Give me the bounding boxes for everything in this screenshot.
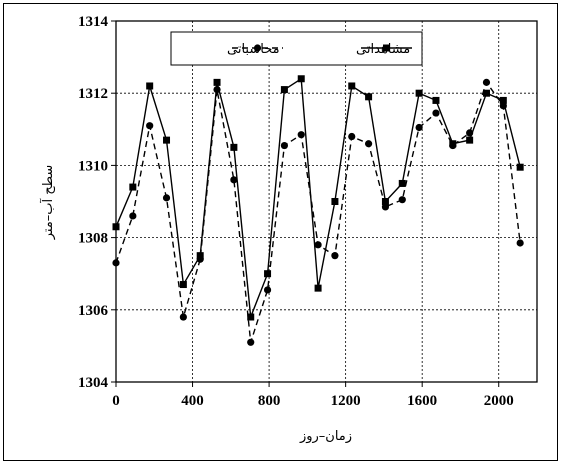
legend-marker (383, 44, 390, 52)
data-point (365, 140, 373, 148)
x-tick-label: 1600 (407, 393, 437, 409)
data-point (146, 122, 154, 130)
data-point (230, 143, 238, 151)
legend-label: محاسباتی (227, 42, 280, 57)
plot-area (115, 20, 538, 383)
x-tick-label: 2000 (484, 393, 514, 409)
y-axis-ticks: 1304 1306 1308 1310 1312 1314 (78, 14, 116, 391)
data-point (348, 82, 356, 90)
y-tick-label: 1308 (78, 231, 108, 247)
data-point (213, 78, 221, 86)
y-tick-label: 1310 (78, 158, 108, 174)
data-point (398, 196, 406, 204)
data-point (230, 176, 238, 184)
data-point (112, 223, 120, 231)
data-point (331, 198, 339, 205)
data-point (314, 241, 322, 249)
data-point (516, 239, 524, 247)
x-axis-title: زمان–روز (299, 429, 352, 444)
x-tick-label: 0 (112, 393, 120, 409)
data-point (365, 93, 373, 101)
series-1 (112, 75, 524, 321)
data-point (264, 270, 272, 278)
data-point (415, 89, 423, 97)
y-tick-label: 1312 (78, 86, 108, 102)
x-axis-ticks: 0 400 800 1200 1600 2000 (112, 382, 514, 409)
data-point (415, 123, 423, 132)
data-point (297, 75, 305, 83)
data-point (314, 284, 322, 292)
data-point (280, 86, 288, 94)
data-point (466, 136, 474, 144)
y-tick-label: 1306 (78, 303, 109, 319)
data-point (247, 313, 255, 321)
data-point (381, 203, 390, 211)
data-point (179, 281, 187, 289)
y-axis-title: سطح آب–متر (39, 165, 56, 241)
data-point (499, 96, 507, 104)
data-point (432, 96, 440, 104)
data-point (162, 194, 171, 202)
data-point (112, 259, 120, 267)
data-point (196, 255, 204, 263)
series-2 (112, 78, 524, 346)
series-layer (112, 75, 524, 346)
data-point (213, 85, 221, 94)
data-point (482, 89, 490, 97)
data-point (482, 78, 491, 86)
y-tick-label: 1314 (78, 14, 109, 30)
data-point (263, 286, 272, 294)
data-point (381, 198, 389, 205)
data-point (179, 313, 187, 321)
data-point (297, 131, 305, 139)
data-point (146, 82, 154, 90)
data-point (129, 212, 137, 220)
data-point (398, 179, 406, 187)
legend-marker (253, 44, 262, 52)
legend: مشاهداتی محاسباتی (170, 31, 423, 66)
data-point (516, 163, 524, 171)
x-tick-label: 1200 (331, 393, 361, 409)
y-tick-label: 1304 (78, 375, 109, 391)
data-point (432, 109, 440, 117)
data-point (280, 141, 288, 150)
data-point (348, 132, 356, 141)
data-point (129, 183, 137, 191)
grid (116, 21, 537, 382)
data-point (466, 129, 474, 137)
x-tick-label: 800 (258, 393, 281, 409)
data-point (449, 141, 457, 150)
data-point (247, 338, 255, 346)
data-point (331, 252, 339, 260)
data-point (196, 252, 204, 260)
data-point (163, 136, 171, 144)
data-point (499, 102, 507, 110)
x-tick-label: 400 (181, 393, 204, 409)
legend-label: مشاهداتی (356, 42, 410, 57)
